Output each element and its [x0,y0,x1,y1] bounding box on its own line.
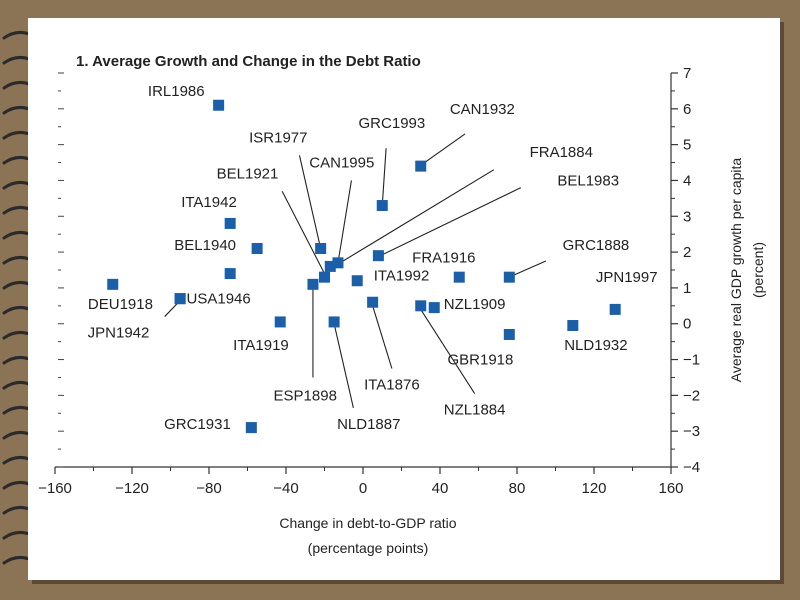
x-tick-label: 40 [432,480,449,497]
data-point [315,243,327,255]
leader-line [333,169,495,267]
data-point [319,271,330,283]
leader-line [372,305,393,369]
point-label: ITA1919 [233,337,289,354]
point-label: GRC1931 [164,416,231,433]
x-tick-label: 0 [359,480,367,497]
point-label: DEU1918 [88,296,153,313]
y-tick-label: 3 [683,208,691,225]
y-tick-label: 6 [683,101,691,118]
leader-line [420,309,476,394]
data-point [224,217,236,229]
point-label: ITA1876 [364,377,420,394]
data-point [367,296,379,308]
y-tick-label: 7 [683,65,691,82]
data-point [415,300,427,312]
point-label: JPN1942 [88,325,150,342]
x-tick-label: −160 [38,480,72,497]
point-label: FRA1916 [412,249,475,266]
data-point [251,243,263,255]
y-axis-label-line1: Average real GDP growth per capita [728,158,744,383]
point-label: NZL1884 [444,402,506,419]
x-tick-label: −80 [196,480,221,497]
y-tick-label: −1 [683,352,700,369]
point-label: ITA1942 [181,194,237,211]
scatter-chart: 1. Average Growth and Change in the Debt… [38,53,766,556]
point-label: ITA1992 [374,267,430,284]
chart-title: 1. Average Growth and Change in the Debt… [76,53,421,70]
x-tick-label: 160 [658,480,683,497]
data-point [224,268,236,280]
x-axis-label-line1: Change in debt-to-GDP ratio [279,515,456,531]
data-point [503,271,515,283]
x-tick-label: 80 [509,480,526,497]
y-axis-ticks: 7 6 5 4 3 2 1 0 −1 −2 −3 −4 [671,65,700,476]
data-point [213,99,225,111]
data-point [351,275,363,287]
point-label: NLD1932 [564,337,627,354]
y-tick-label: −2 [683,387,700,404]
data-point [107,278,119,290]
data-point [453,271,465,283]
data-point [415,160,427,172]
point-label: BEL1983 [557,172,619,189]
point-label: CAN1995 [309,155,374,172]
data-point [503,328,515,340]
point-label: NZL1909 [444,296,506,313]
data-point [245,422,257,434]
y-tick-label: 5 [683,137,691,154]
data-point [274,316,286,328]
data-point [567,320,579,332]
data-points [107,99,621,434]
data-point [174,293,186,305]
leader-line [337,180,352,263]
leader-line [512,260,547,276]
y-tick-label: −3 [683,423,700,440]
point-label: ESP1898 [274,387,337,404]
point-label: CAN1932 [450,101,515,118]
point-label: JPN1997 [596,269,658,286]
data-point [328,316,340,328]
point-label: BEL1921 [217,165,279,182]
x-axis-ticks: −160 −120 −80 −40 0 40 80 120 160 [38,467,684,497]
x-tick-label: −120 [115,480,149,497]
left-axis-ticks [58,72,64,468]
point-label: GRC1993 [359,115,426,132]
slide-page: 1. Average Growth and Change in the Debt… [28,18,780,580]
leader-line [380,187,522,257]
y-tick-label: 4 [683,172,691,189]
point-label: GBR1918 [447,352,513,369]
leader-lines [164,133,547,409]
data-point [324,260,336,272]
leader-line [424,133,466,163]
y-tick-label: 2 [683,244,691,261]
data-point [609,303,621,315]
data-point [372,250,384,262]
point-label: IRL1986 [148,83,205,100]
point-label: FRA1884 [530,144,593,161]
leader-line [298,155,322,249]
x-axis-label-line2: (percentage points) [308,540,429,556]
point-label: USA1946 [187,291,251,308]
x-tick-label: −40 [273,480,298,497]
leader-line [381,148,387,206]
leader-line [281,190,325,274]
y-tick-label: −4 [683,459,700,476]
y-tick-label: 1 [683,280,691,297]
point-label: BEL1940 [174,237,236,254]
data-point [376,200,388,212]
point-labels: IRL1986 ISR1977 GRC1993 CAN1932 FRA1884 BEL19… [88,83,658,433]
y-tick-label: 0 [683,316,691,333]
leader-line [333,323,354,409]
point-label: GRC1888 [563,237,630,254]
x-tick-label: 120 [581,480,606,497]
y-axis-label-line2: (percent) [750,242,766,298]
data-point [428,302,440,314]
point-label: NLD1887 [337,416,400,433]
data-point [307,278,319,290]
point-label: ISR1977 [249,129,307,146]
data-point [332,257,344,269]
